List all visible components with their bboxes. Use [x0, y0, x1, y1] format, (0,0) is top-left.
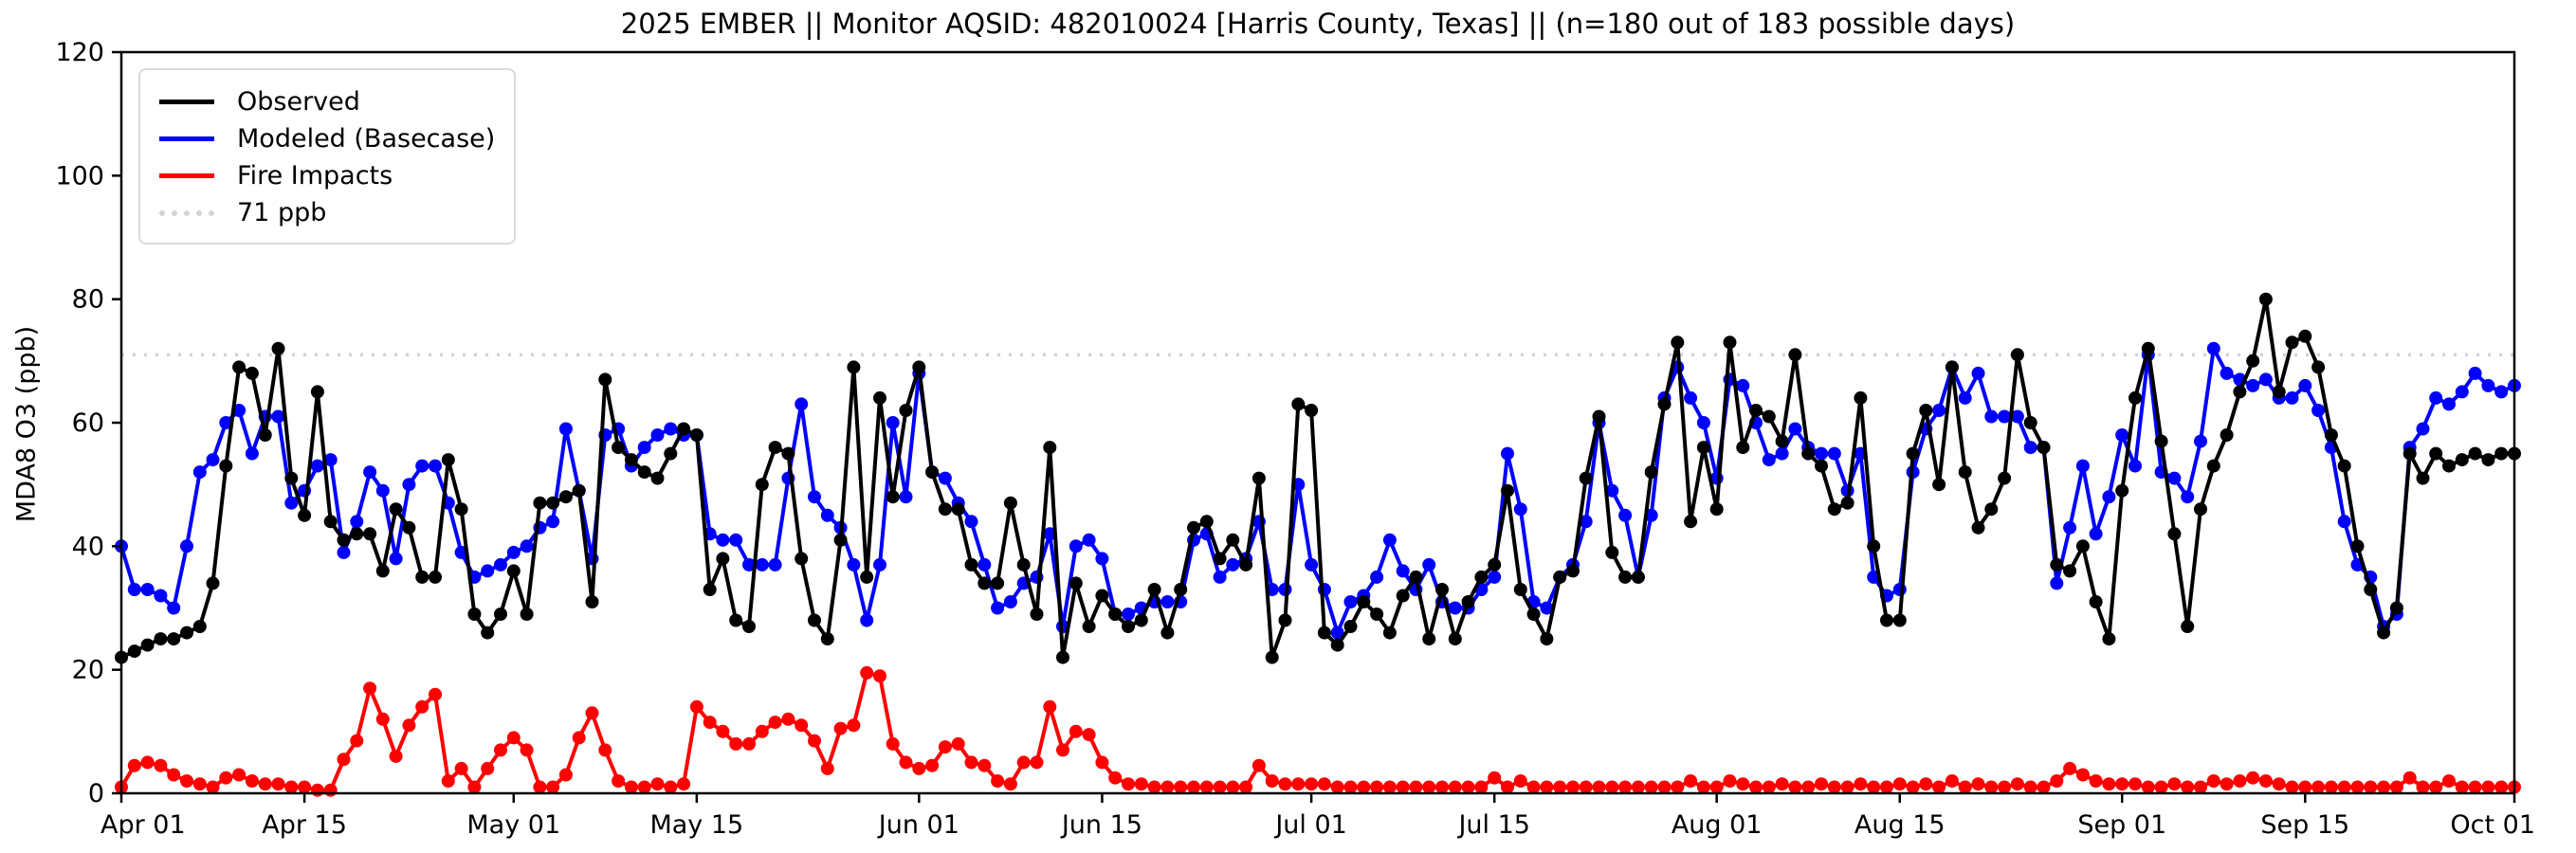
x-tick-label: Jun 15 — [1060, 810, 1142, 840]
y-tick-label: 20 — [72, 656, 104, 685]
x-tick-label: Apr 15 — [262, 810, 347, 840]
x-tick-label: Aug 15 — [1854, 810, 1946, 840]
x-tick-label: Jul 01 — [1273, 810, 1347, 840]
x-tick-label: Oct 01 — [2450, 810, 2535, 840]
chart-title: 2025 EMBER || Monitor AQSID: 482010024 [… — [620, 8, 2016, 40]
x-tick-label: Jul 15 — [1456, 810, 1530, 840]
y-tick-label: 100 — [55, 161, 104, 191]
x-axis-ticks: Apr 01 Apr 15 May 01 May 15 Jun 01 Jun 15 Jul … — [100, 793, 2535, 840]
x-tick-label: Sep 01 — [2077, 810, 2166, 840]
x-tick-label: Jun 01 — [877, 810, 959, 840]
observed-line — [119, 297, 2516, 660]
y-tick-label: 60 — [72, 408, 104, 438]
observed-line-swatch — [159, 100, 214, 104]
threshold-line-swatch — [159, 209, 214, 216]
legend-label-modeled: Modeled (Basecase) — [237, 124, 496, 154]
y-tick-label: 80 — [72, 285, 104, 315]
x-tick-label: May 15 — [649, 810, 743, 840]
x-tick-label: Apr 01 — [100, 810, 186, 840]
y-tick-label: 40 — [72, 532, 104, 561]
fire-impacts-markers — [115, 665, 2521, 797]
legend-label-observed: Observed — [237, 87, 360, 117]
y-tick-label: 120 — [55, 38, 104, 67]
legend-label-fire: Fire Impacts — [237, 161, 393, 191]
x-tick-label: Aug 01 — [1672, 810, 1763, 840]
y-axis-title: MDA8 O3 (ppb) — [11, 325, 42, 523]
fire-impacts-line — [119, 670, 2516, 792]
legend-item-observed: Observed — [159, 83, 495, 120]
legend-item-threshold: 71 ppb — [159, 194, 495, 231]
legend-item-fire: Fire Impacts — [159, 157, 495, 194]
modeled-basecase-line — [119, 346, 2516, 635]
y-tick-label: 0 — [88, 779, 104, 808]
x-tick-label: Sep 15 — [2260, 810, 2349, 840]
y-axis-ticks: 0 20 40 60 80 100 120 — [55, 38, 121, 808]
observed-markers — [115, 292, 2521, 664]
modeled-line-swatch — [159, 136, 214, 141]
legend-box: Observed Modeled (Basecase) Fire Impacts… — [138, 68, 516, 245]
legend-item-modeled: Modeled (Basecase) — [159, 120, 495, 157]
legend-label-threshold: 71 ppb — [237, 198, 327, 227]
x-tick-label: May 01 — [466, 810, 560, 840]
fire-line-swatch — [159, 173, 214, 178]
